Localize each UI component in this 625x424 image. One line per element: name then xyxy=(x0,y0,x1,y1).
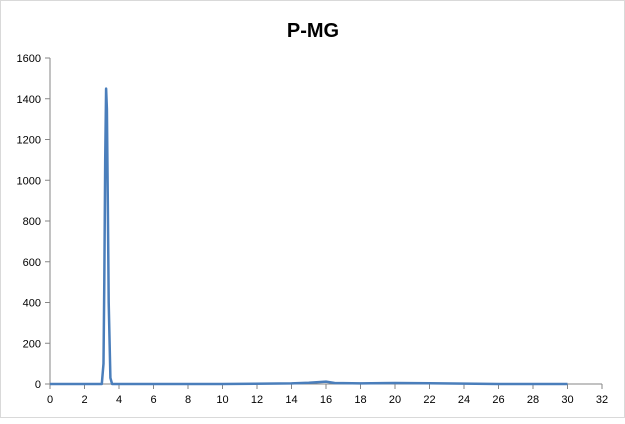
x-tick-label: 22 xyxy=(423,394,435,406)
x-tick-label: 0 xyxy=(47,394,53,406)
x-tick-label: 8 xyxy=(185,394,191,406)
y-tick-label: 0 xyxy=(35,379,41,391)
x-tick-label: 12 xyxy=(251,394,263,406)
x-tick-label: 20 xyxy=(389,394,401,406)
x-tick-label: 24 xyxy=(458,394,470,406)
y-tick-label: 400 xyxy=(23,298,41,310)
y-tick-label: 600 xyxy=(23,257,41,269)
y-tick-label: 1600 xyxy=(17,53,41,65)
y-tick-label: 800 xyxy=(23,216,41,228)
x-tick-label: 32 xyxy=(596,394,608,406)
x-tick-label: 16 xyxy=(320,394,332,406)
x-tick-label: 18 xyxy=(354,394,366,406)
chart-title: P-MG xyxy=(287,20,339,42)
y-tick-label: 1200 xyxy=(17,135,41,147)
x-tick-label: 4 xyxy=(116,394,122,406)
x-tick-label: 14 xyxy=(285,394,297,406)
series-line xyxy=(50,89,568,384)
x-tick-label: 6 xyxy=(150,394,156,406)
x-tick-label: 26 xyxy=(492,394,504,406)
x-tick-label: 30 xyxy=(561,394,573,406)
x-tick-label: 28 xyxy=(527,394,539,406)
y-tick-label: 1000 xyxy=(17,175,41,187)
y-tick-label: 1400 xyxy=(17,94,41,106)
y-tick-label: 200 xyxy=(23,338,41,350)
x-tick-label: 2 xyxy=(81,394,87,406)
x-tick-label: 10 xyxy=(216,394,228,406)
